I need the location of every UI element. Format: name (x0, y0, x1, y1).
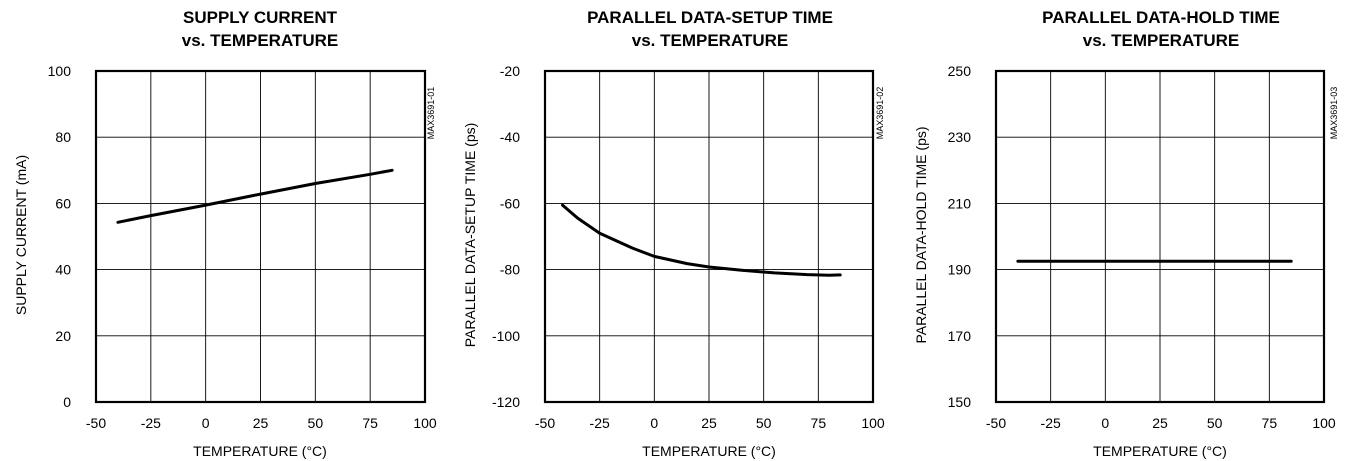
chart-hold-time: PARALLEL DATA-HOLD TIME vs. TEMPERATURE … (913, 8, 1339, 459)
x-tick-label: -25 (1041, 415, 1061, 431)
x-tick-label: 25 (701, 415, 717, 431)
x-tick-label: 0 (650, 415, 658, 431)
y-tick-label: -80 (500, 262, 520, 278)
y-axis-label: PARALLEL DATA-SETUP TIME (ps) (462, 123, 478, 348)
y-tick-label: 40 (55, 262, 71, 278)
y-tick-label: 80 (55, 129, 71, 145)
figure-code: MAX3691-01 (426, 87, 436, 140)
x-tick-label: 100 (861, 415, 885, 431)
plot-frame (94, 69, 427, 404)
x-tick-label: 50 (1207, 415, 1223, 431)
y-tick-label: 170 (948, 328, 972, 344)
y-tick-label: 230 (948, 129, 972, 145)
x-axis-label: TEMPERATURE (°C) (1093, 443, 1227, 459)
x-tick-label: -50 (86, 415, 106, 431)
x-tick-label: 25 (1152, 415, 1168, 431)
y-axis-label: SUPPLY CURRENT (mA) (13, 155, 29, 315)
chart-subtitle: vs. TEMPERATURE (1083, 31, 1240, 50)
x-tick-label: 0 (1101, 415, 1109, 431)
chart-title: PARALLEL DATA-SETUP TIME (587, 8, 833, 27)
x-tick-label: 25 (253, 415, 269, 431)
x-tick-label: 50 (308, 415, 324, 431)
series-line (561, 203, 842, 277)
x-tick-label: 100 (413, 415, 437, 431)
chart-subtitle: vs. TEMPERATURE (632, 31, 789, 50)
x-tick-label: -50 (535, 415, 555, 431)
y-tick-label: 0 (63, 394, 71, 410)
chart-title: PARALLEL DATA-HOLD TIME (1042, 8, 1280, 27)
y-tick-label: -60 (500, 195, 520, 211)
y-axis-label: PARALLEL DATA-HOLD TIME (ps) (913, 126, 929, 343)
x-axis-label: TEMPERATURE (°C) (193, 443, 327, 459)
y-tick-label: 210 (948, 195, 972, 211)
y-tick-label: 250 (948, 63, 972, 79)
y-tick-label: -120 (492, 394, 520, 410)
y-tick-label: 20 (55, 328, 71, 344)
x-tick-label: 100 (1312, 415, 1336, 431)
y-tick-label: 100 (48, 63, 72, 79)
chart-subtitle: vs. TEMPERATURE (182, 31, 339, 50)
y-tick-label: 60 (55, 195, 71, 211)
series-line (116, 168, 394, 224)
plot-frame (994, 69, 1326, 404)
chart-setup-time: PARALLEL DATA-SETUP TIME vs. TEMPERATURE… (462, 8, 885, 459)
x-tick-label: 0 (202, 415, 210, 431)
y-tick-label: 150 (948, 394, 972, 410)
y-tick-label: 190 (948, 262, 972, 278)
figure-code: MAX3691-02 (875, 87, 885, 140)
chart-supply-current: SUPPLY CURRENT vs. TEMPERATURE TEMPERATU… (13, 8, 437, 459)
y-tick-label: -100 (492, 328, 520, 344)
x-tick-label: 75 (362, 415, 378, 431)
y-tick-label: -20 (500, 63, 520, 79)
x-tick-label: -25 (141, 415, 161, 431)
x-tick-label: 75 (811, 415, 827, 431)
chart-title: SUPPLY CURRENT (183, 8, 338, 27)
figure-code: MAX3691-03 (1329, 87, 1339, 140)
x-tick-label: -25 (590, 415, 610, 431)
x-tick-label: -50 (986, 415, 1006, 431)
plot-frame (543, 69, 875, 404)
y-tick-label: -40 (500, 129, 520, 145)
x-tick-label: 75 (1262, 415, 1278, 431)
x-axis-label: TEMPERATURE (°C) (642, 443, 776, 459)
x-tick-label: 50 (756, 415, 772, 431)
